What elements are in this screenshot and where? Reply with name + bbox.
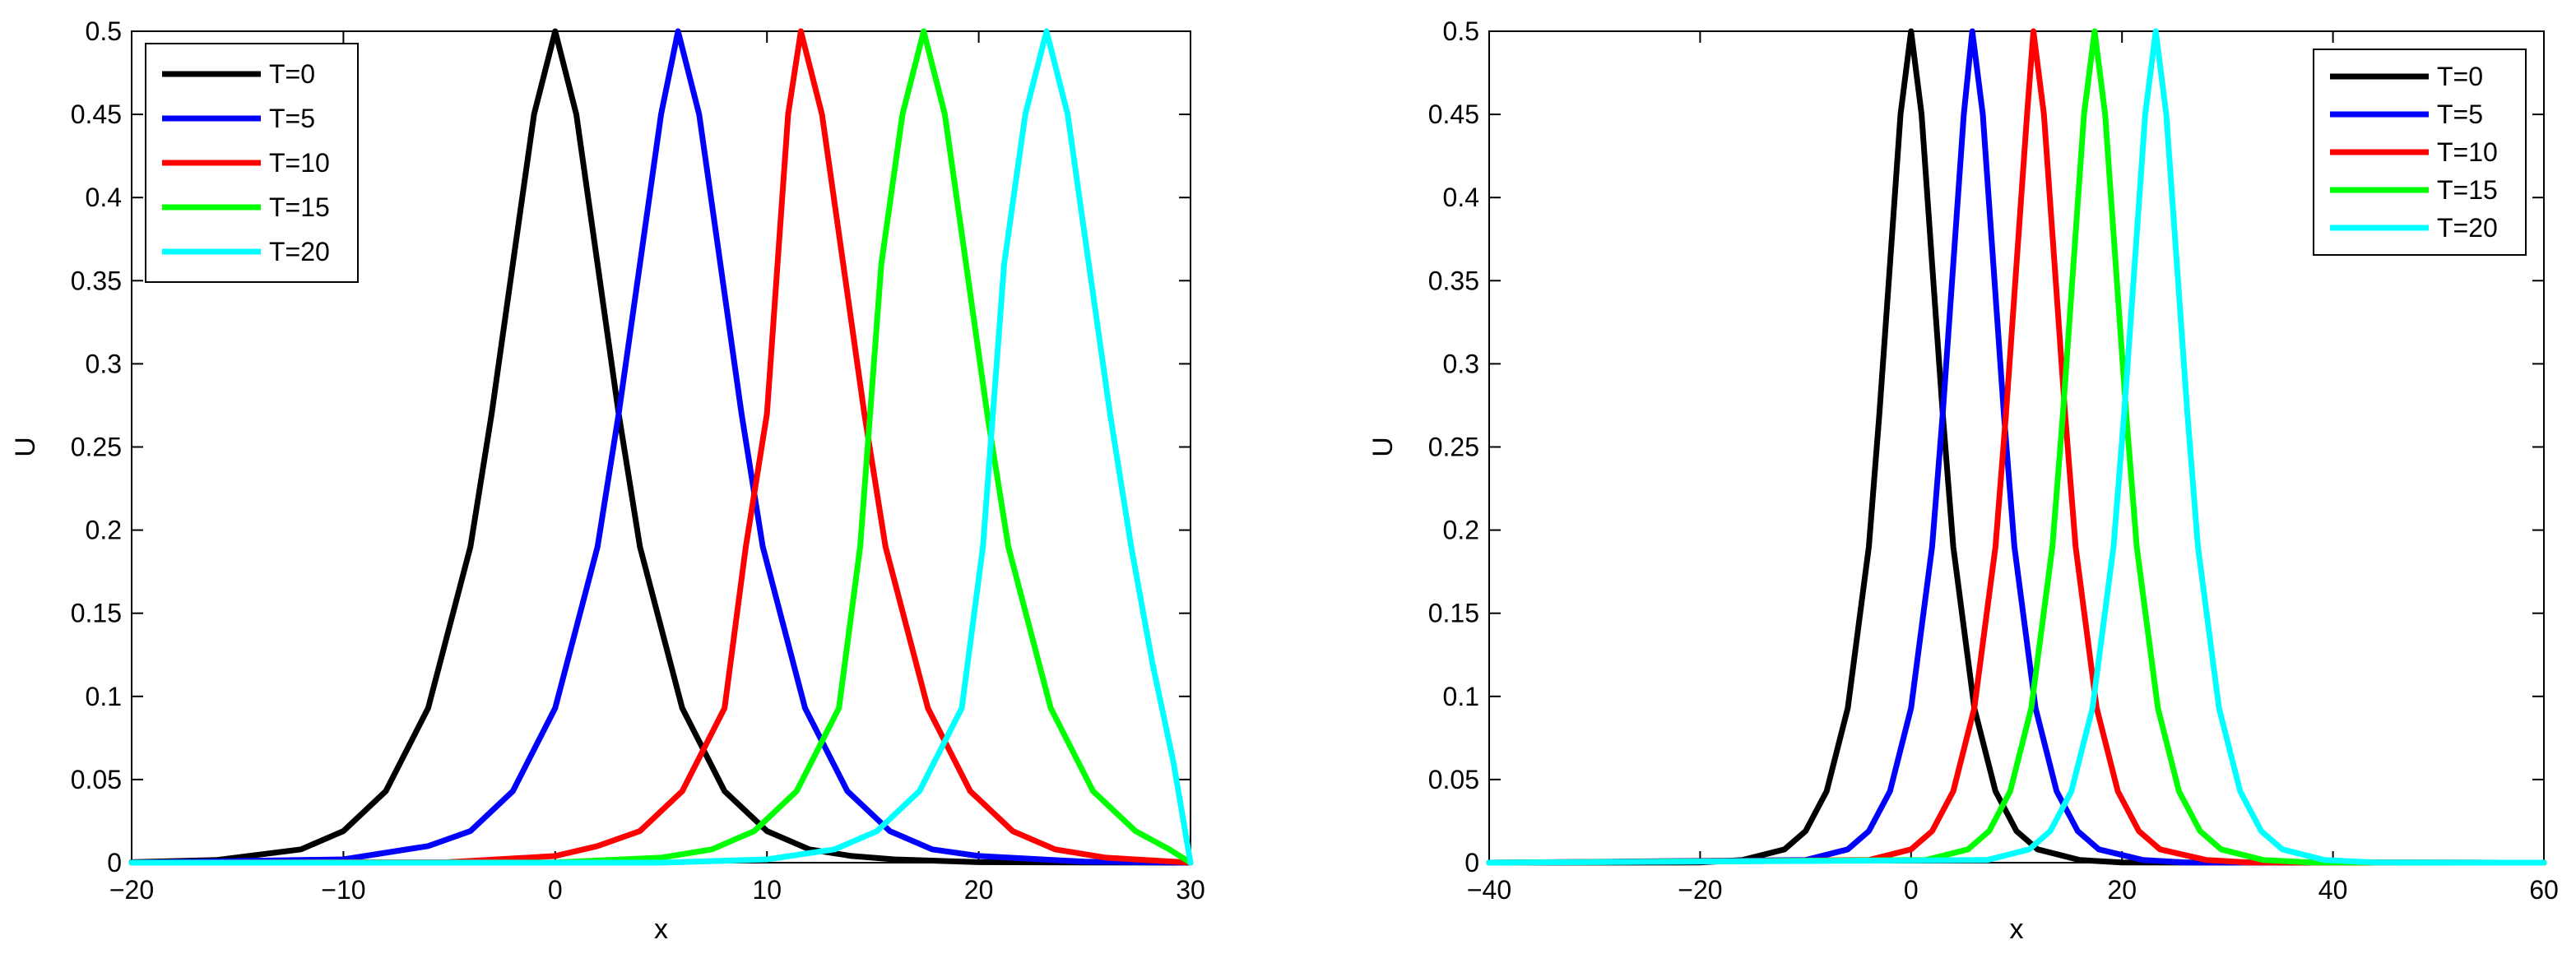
legend-entry-label: T=15 [2437,175,2498,205]
x-tick-label: 60 [2529,875,2559,905]
legend-entry-label: T=5 [269,104,315,133]
y-tick-label: 0.1 [86,682,122,711]
x-axis-label: x [2010,914,2024,945]
y-tick-label: 0.45 [71,100,122,129]
y-tick-label: 0.05 [71,765,122,794]
x-axis-label: x [654,914,668,945]
series-line-t-15 [128,28,1194,866]
legend-entry-label: T=10 [269,148,330,178]
x-tick-label: −20 [109,875,154,905]
y-tick-label: 0.5 [86,16,122,46]
series-line-t-0 [1486,28,2547,866]
legend-entry-label: T=20 [2437,213,2498,243]
y-tick-label: 0.35 [1428,266,1479,295]
legend-entry-label: T=0 [2437,62,2483,91]
y-tick-label: 0.3 [1443,349,1479,378]
series-line-t-20 [1486,28,2547,866]
y-tick-label: 0.45 [1428,100,1479,129]
x-tick-label: 30 [1176,875,1205,905]
y-tick-label: 0.5 [1443,16,1479,46]
legend-entry-label: T=15 [269,192,330,222]
legend-entry-label: T=0 [269,59,315,89]
y-tick-label: 0.4 [1443,183,1479,212]
x-tick-label: 20 [964,875,994,905]
x-tick-label: 0 [548,875,563,905]
series-line-t-0 [128,28,1194,866]
series-line-t-10 [1486,28,2547,866]
y-tick-label: 0.35 [71,266,122,295]
y-tick-label: 0.4 [86,183,122,212]
x-tick-label: 0 [1904,875,1919,905]
y-tick-label: 0.2 [86,516,122,545]
y-tick-label: 0.25 [71,433,122,462]
y-axis-label: U [1367,437,1399,457]
y-tick-label: 0.25 [1428,433,1479,462]
x-tick-label: −40 [1467,875,1511,905]
legend-entry-label: T=10 [2437,137,2498,167]
x-tick-label: 40 [2318,875,2348,905]
legend-entry-label: T=5 [2437,100,2483,129]
y-tick-label: 0.2 [1443,516,1479,545]
y-tick-label: 0 [1464,848,1479,877]
legend: T=0 T=5 T=10 T=15 T=20 [145,43,359,283]
series-line-t-20 [128,28,1194,866]
series-line-t-10 [128,28,1194,866]
legend: T=0 T=5 T=10 T=15 T=20 [2313,49,2527,256]
x-tick-label: −20 [1678,875,1722,905]
x-tick-label: 10 [752,875,782,905]
x-tick-label: 20 [2107,875,2137,905]
series-line-t-5 [128,28,1194,866]
series-line-t-5 [1486,28,2547,866]
y-tick-label: 0.05 [1428,765,1479,794]
y-tick-label: 0.1 [1443,682,1479,711]
legend-entry-label: T=20 [269,237,330,266]
left-chart: −20 −10 0 10 20 30 0 0.05 0.1 0.15 0.2 0.25 0.3 0.35 0… [10,16,1205,945]
y-tick-label: 0 [107,848,122,877]
right-chart: −40 −20 0 20 40 60 0 0.05 0.1 0.15 0.2 0.25 0.3 0.35 0… [1367,16,2559,945]
series-line-t-15 [1486,28,2547,866]
y-tick-label: 0.15 [71,599,122,628]
y-axis-label: U [10,437,41,457]
x-tick-label: −10 [321,875,365,905]
y-tick-label: 0.15 [1428,599,1479,628]
y-tick-label: 0.3 [86,349,122,378]
